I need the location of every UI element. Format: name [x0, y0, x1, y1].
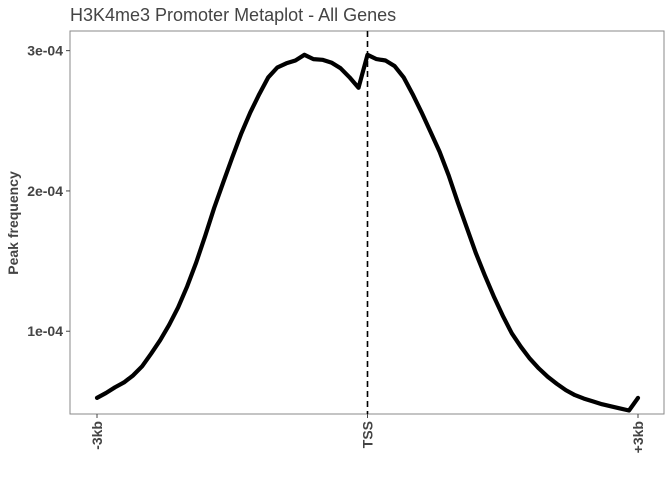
chart-title: H3K4me3 Promoter Metaplot - All Genes: [70, 5, 396, 25]
x-tick-label: -3kb: [89, 421, 105, 450]
series-line: [94, 52, 641, 413]
y-tick-label: 3e-04: [27, 43, 63, 59]
x-tick-label: +3kb: [630, 421, 646, 453]
y-axis-title: Peak frequency: [5, 171, 21, 275]
y-tick-label: 2e-04: [27, 183, 63, 199]
y-axis: 1e-04 2e-04 3e-04: [27, 43, 70, 339]
x-axis: -3kb TSS +3kb: [89, 414, 646, 453]
y-tick-label: 1e-04: [27, 323, 63, 339]
x-tick-label: TSS: [360, 421, 376, 448]
